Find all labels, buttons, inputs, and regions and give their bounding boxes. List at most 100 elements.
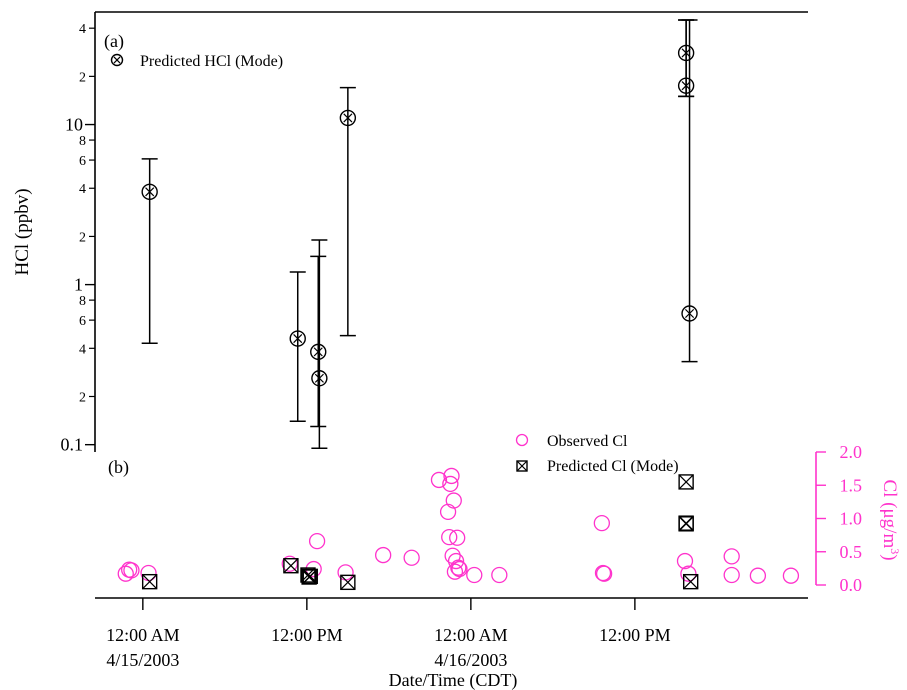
x-tick-label: 12:00 AM [106,625,180,645]
legend-a-label: Predicted HCl (Mode) [140,53,283,70]
observed-cl-point [123,562,140,579]
marker-box [678,474,694,490]
predicted-cl-point [302,568,318,585]
marker-box [516,460,528,472]
observed-cl-point [449,529,466,546]
y-minor-tick-label: 6 [79,154,86,169]
y-minor-tick-label: 8 [79,294,86,309]
observed-cl-point [749,567,767,584]
observed-cl-point [445,492,462,509]
y-b-tick-label: 1.0 [840,509,863,529]
observed-cl-point [466,566,483,584]
hcl-marker [310,343,327,361]
hcl-point [289,271,306,423]
y-tick-label: 1 [74,275,83,295]
y-minor-tick-label: 2 [79,70,86,85]
observed-cl-point [782,567,800,584]
x-tick-label: 12:00 AM [434,625,508,645]
marker-x [145,187,155,197]
hcl-point [311,239,328,449]
observed-cl-point [595,565,613,582]
x-axis-label: Date/Time (CDT) [389,670,518,690]
marker-x [516,460,528,472]
y-b-tick-label: 2.0 [840,442,863,462]
marker-circle [311,370,328,387]
observed-cl-point [446,563,464,580]
marker-box [682,573,699,590]
predicted-cl-point [340,574,356,591]
marker-circle [110,53,124,67]
hcl-marker [289,330,306,347]
y-axis-a-label: HCl (ppbv) [12,188,33,275]
observed-cl-point [723,566,740,584]
observed-cl-point [676,552,694,570]
x-tick-date-label: 4/16/2003 [434,650,507,670]
observed-cl-point [308,532,326,550]
observed-cl-point [680,565,697,582]
observed-cl-point [447,552,465,570]
observed-cl-point [430,471,448,489]
observed-cl-point [593,515,610,532]
marker-x [683,574,699,590]
marker-x [678,474,694,490]
x-tick-date-label: 4/15/2003 [106,650,179,670]
y-minor-tick-label: 8 [79,134,86,149]
observed-cl-point [442,475,459,493]
x-tick-label: 12:00 PM [599,625,671,645]
predicted-cl-point [682,573,699,590]
marker-x [340,574,356,590]
marker-box [678,516,694,532]
marker-box [283,558,299,574]
hcl-point [310,255,327,428]
marker-x [113,56,121,64]
predicted-cl-point [283,558,299,574]
marker-circle [310,343,327,361]
observed-cl-point [491,566,508,584]
marker-x [293,334,303,344]
y-minor-tick-label: 2 [79,230,86,245]
y-b-tick-label: 0.0 [840,575,863,595]
legend-a-marker [110,53,124,67]
marker-box [302,568,318,585]
hcl-point [681,19,698,363]
marker-circle [141,183,158,201]
panel-b-label: (b) [108,457,129,478]
observed-cl-point [403,549,420,566]
hcl-point [141,158,158,345]
y-minor-tick-label: 4 [79,22,86,37]
marker-circle [681,305,698,322]
y-tick-label: 10 [65,115,83,135]
observed-cl-point [450,559,467,576]
y-b-tick-label: 0.5 [840,542,863,562]
legend-b-observed-label: Observed Cl [547,433,628,450]
observed-cl-point [444,547,461,564]
observed-cl-point [439,503,457,521]
observed-cl-point [723,548,740,565]
y-minor-tick-label: 6 [79,314,86,329]
marker-circle [289,330,306,347]
marker-x [314,373,324,383]
hcl-marker [141,183,158,201]
observed-cl-point [451,560,468,578]
hcl-point [339,86,357,337]
y-b-tick-label: 1.5 [840,475,863,495]
predicted-cl-point [678,474,694,490]
y-minor-tick-label: 4 [79,342,86,357]
marker-x [678,516,694,532]
x-tick-label: 12:00 PM [271,625,343,645]
marker-x [343,113,353,123]
marker-box [340,574,356,591]
hcl-marker [339,109,357,127]
observed-cl-point [117,565,134,582]
marker-x [684,308,695,319]
legend-b-predicted-marker [516,460,528,472]
y-tick-label: 0.1 [61,435,84,455]
panel-a-label: (a) [104,31,124,52]
legend-b-observed-marker [515,433,529,447]
observed-cl-point [441,528,458,546]
predicted-cl-point [678,516,694,532]
marker-box [300,567,316,583]
predicted-cl-point [141,573,158,590]
y-minor-tick-label: 2 [79,390,86,405]
